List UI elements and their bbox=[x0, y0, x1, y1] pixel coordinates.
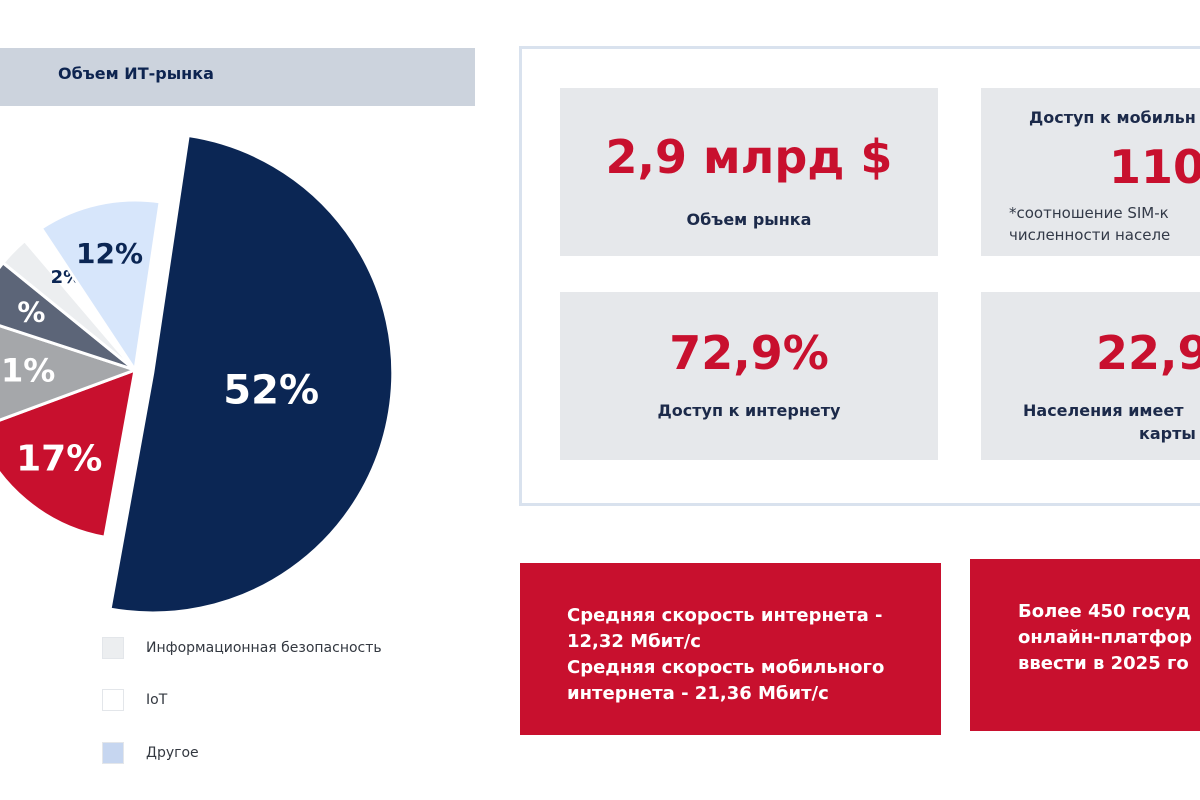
mobile-access-card: Доступ к мобильн 110% *соотношение SIM-к… bbox=[981, 88, 1200, 256]
pie-label-3: % bbox=[17, 296, 45, 329]
legend-swatch-security bbox=[102, 637, 124, 659]
legend-item-security: Информационная безопасность bbox=[102, 634, 432, 662]
mobile-access-note-2: численности населе bbox=[1009, 226, 1171, 244]
mobile-access-value: 110% bbox=[1109, 140, 1200, 194]
market-volume-label: Объем рынка bbox=[686, 210, 812, 229]
pie-label-2: 11% bbox=[0, 351, 55, 389]
pie-label-0: 52% bbox=[223, 367, 319, 413]
pie-slice-1 bbox=[0, 367, 137, 540]
cards-label-2: карты bbox=[1139, 424, 1196, 443]
gov-platforms-box: Более 450 госуд онлайн-платфор ввести в … bbox=[970, 559, 1200, 731]
speed-line-4: интернета - 21,36 Мбит/с bbox=[567, 683, 829, 704]
market-volume-card: 2,9 млрд $ Объем рынка bbox=[560, 88, 938, 256]
internet-access-value: 72,9% bbox=[669, 326, 829, 380]
pie-label-1: 17% bbox=[16, 438, 102, 479]
mobile-access-label: Доступ к мобильн bbox=[1029, 108, 1196, 127]
speed-line-3: Средняя скорость мобильного bbox=[567, 657, 885, 678]
pie-chart: 52%17%11%%2%12% bbox=[0, 133, 395, 615]
speed-line-2: 12,32 Мбит/с bbox=[567, 631, 701, 652]
market-volume-value: 2,9 млрд $ bbox=[605, 130, 893, 184]
legend-label-security: Информационная безопасность bbox=[146, 640, 382, 656]
stats-panel: 2,9 млрд $ Объем рынка Доступ к мобильн … bbox=[519, 46, 1200, 506]
pie-slice-0 bbox=[108, 133, 395, 615]
cards-label-1: Населения имеет bbox=[1023, 401, 1184, 420]
internet-speed-box: Средняя скорость интернета - 12,32 Мбит/… bbox=[520, 563, 941, 735]
legend-label-iot: IoT bbox=[146, 692, 168, 708]
speed-line-1: Средняя скорость интернета - bbox=[567, 605, 883, 626]
pie-slice-6 bbox=[39, 198, 162, 375]
internet-access-label: Доступ к интернету bbox=[657, 401, 841, 420]
chart-header-bar: Объем ИТ-рынка bbox=[0, 48, 475, 106]
legend-item-other: Другое bbox=[102, 739, 432, 767]
chart-title: Объем ИТ-рынка bbox=[58, 64, 214, 83]
cards-card: 22,9 Населения имеет карты bbox=[981, 292, 1200, 460]
pie-label-6: 12% bbox=[76, 237, 143, 270]
pie-slice-2 bbox=[0, 324, 140, 422]
legend-swatch-other bbox=[102, 742, 124, 764]
gov-line-3: ввести в 2025 го bbox=[1018, 653, 1189, 674]
mobile-access-note-1: *соотношение SIM-к bbox=[1009, 204, 1169, 222]
legend-item-iot: IoT bbox=[102, 686, 432, 714]
cards-value: 22,9 bbox=[1096, 326, 1200, 380]
gov-line-1: Более 450 госуд bbox=[1018, 601, 1191, 622]
legend-swatch-iot bbox=[102, 689, 124, 711]
gov-line-2: онлайн-платфор bbox=[1018, 627, 1192, 648]
legend-label-other: Другое bbox=[146, 745, 199, 761]
internet-access-card: 72,9% Доступ к интернету bbox=[560, 292, 938, 460]
